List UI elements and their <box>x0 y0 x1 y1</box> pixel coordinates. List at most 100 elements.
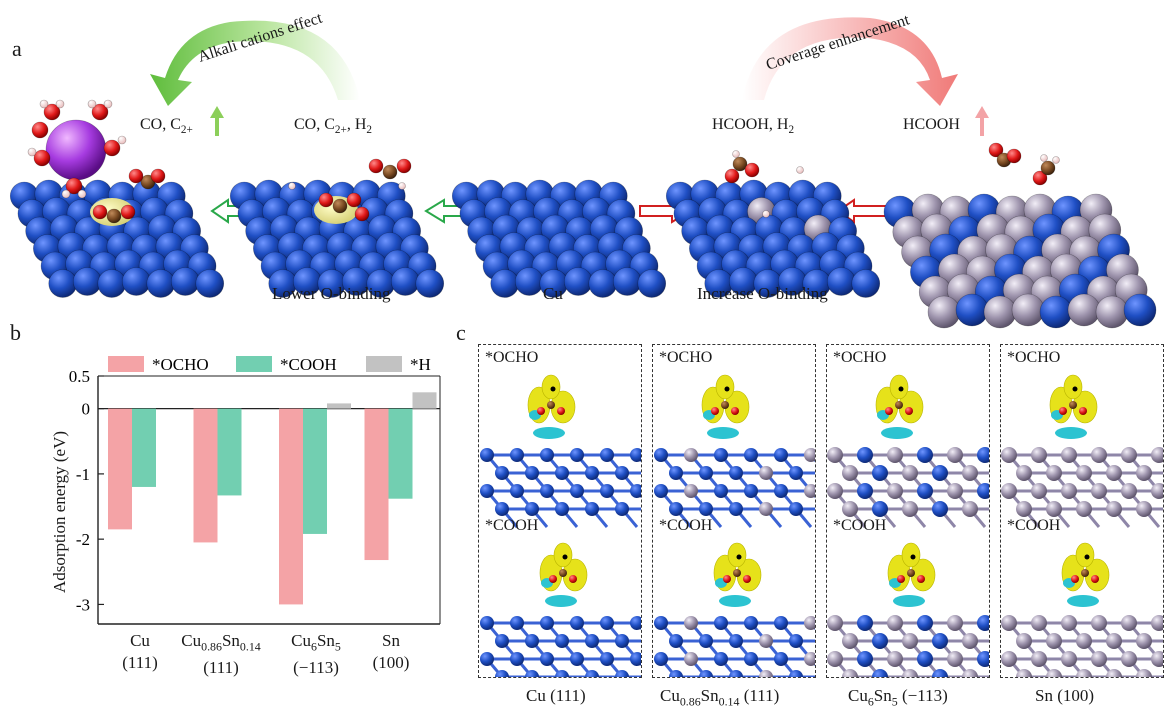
charge-depletion <box>881 427 913 439</box>
lattice-atom <box>1151 483 1163 499</box>
slab-atom <box>955 293 989 327</box>
lattice-atom <box>480 652 494 666</box>
lattice-atom <box>555 466 569 480</box>
lattice-atom <box>789 466 803 480</box>
bond <box>502 676 504 677</box>
lattice-atom <box>1151 651 1163 667</box>
bond <box>796 676 798 677</box>
lattice-atom <box>1106 633 1122 649</box>
lattice-atom <box>962 465 978 481</box>
bond <box>1024 676 1026 677</box>
oxygen <box>885 407 893 415</box>
lattice-atom <box>947 483 963 499</box>
lattice-atom <box>555 634 569 648</box>
legend-swatch <box>366 356 402 372</box>
lattice-atom <box>540 616 554 630</box>
oxygen <box>1091 575 1099 583</box>
charge-depletion <box>1055 427 1087 439</box>
lattice-atom <box>510 652 524 666</box>
carbon <box>732 156 748 172</box>
oxygen <box>917 575 925 583</box>
slab-sn <box>883 142 1157 329</box>
lattice-atom <box>585 502 599 516</box>
legend-swatch <box>236 356 272 372</box>
slab-atom <box>612 267 642 296</box>
lattice-atom <box>789 502 803 516</box>
oxygen <box>1059 407 1067 415</box>
lattice-atom <box>495 502 509 516</box>
oxygen <box>92 204 108 220</box>
water-hydrogen <box>27 147 37 157</box>
lattice-atom <box>654 484 668 498</box>
lattice-atom <box>525 670 539 677</box>
potassium-ion <box>45 119 107 181</box>
lattice-atom <box>759 634 773 648</box>
ocho-label: *OCHO <box>1007 349 1061 366</box>
bar-h <box>412 392 437 409</box>
oxygen <box>905 407 913 415</box>
lattice-atom <box>962 501 978 517</box>
lattice-atom <box>669 502 683 516</box>
water-hydrogen <box>55 99 65 109</box>
oxygen <box>537 407 545 415</box>
slab-atom <box>490 269 520 298</box>
lattice-atom <box>600 448 614 462</box>
hydrogen <box>550 386 556 392</box>
lattice-atom <box>932 501 948 517</box>
lattice-atom <box>714 616 728 630</box>
carbon <box>559 569 567 577</box>
hydrogen <box>898 386 904 392</box>
slab-atom <box>1095 295 1129 329</box>
lattice-atom <box>842 669 858 677</box>
lattice-atom <box>857 447 873 463</box>
water-hydrogen <box>39 99 49 109</box>
lattice-atom <box>615 466 629 480</box>
lattice-atom <box>1151 615 1163 631</box>
slab-atom <box>146 269 176 298</box>
carbon <box>1069 401 1077 409</box>
lattice-atom <box>774 484 788 498</box>
hydrogen <box>398 182 406 190</box>
lattice-atom <box>902 633 918 649</box>
slab-atom <box>514 267 544 296</box>
oxygen <box>743 575 751 583</box>
slab-alkali <box>9 99 225 298</box>
slab-atom <box>563 267 593 296</box>
lattice-atom <box>789 670 803 677</box>
bar-ocho <box>279 408 303 605</box>
lattice-atom <box>684 652 698 666</box>
lattice-atom <box>902 465 918 481</box>
lattice-atom <box>827 447 843 463</box>
carbon <box>733 569 741 577</box>
lattice-atom <box>1091 651 1107 667</box>
water-oxygen <box>33 149 51 167</box>
adsorption-energy-chart: *OCHO *COOH *H 0.5 0 -1 -2 -3 <box>69 355 441 625</box>
panel-b-label: b <box>10 320 21 345</box>
legend-label: *H <box>410 355 431 374</box>
lattice-atom <box>1091 483 1107 499</box>
charge-isosurface <box>901 542 921 568</box>
lattice-atom <box>1061 651 1077 667</box>
lattice-atom <box>1106 669 1122 677</box>
box-graphic <box>654 374 815 677</box>
caption-increase-o-binding: Increase O-binding <box>697 284 828 303</box>
lattice-atom <box>962 633 978 649</box>
up-arrow-green <box>210 106 224 136</box>
lattice-atom <box>600 484 614 498</box>
hydrogen <box>1040 154 1048 162</box>
lattice-atom <box>857 651 873 667</box>
cooh-label: *COOH <box>485 517 539 534</box>
lattice-atom <box>872 501 888 517</box>
lattice-atom <box>1016 501 1032 517</box>
category-label-cu6sn5: Cu6Sn5 (−113) <box>291 631 341 678</box>
oxygen <box>150 168 166 184</box>
lattice-atom <box>774 448 788 462</box>
carbon <box>106 208 122 224</box>
lattice-atom <box>684 484 698 498</box>
caption-c-cu6sn5: Cu6Sn5 (−113) <box>848 686 948 709</box>
lattice-atom <box>1061 447 1077 463</box>
lattice-atom <box>729 634 743 648</box>
charge-depletion <box>893 595 925 607</box>
lattice-atom <box>827 615 843 631</box>
lattice-atom <box>669 670 683 677</box>
